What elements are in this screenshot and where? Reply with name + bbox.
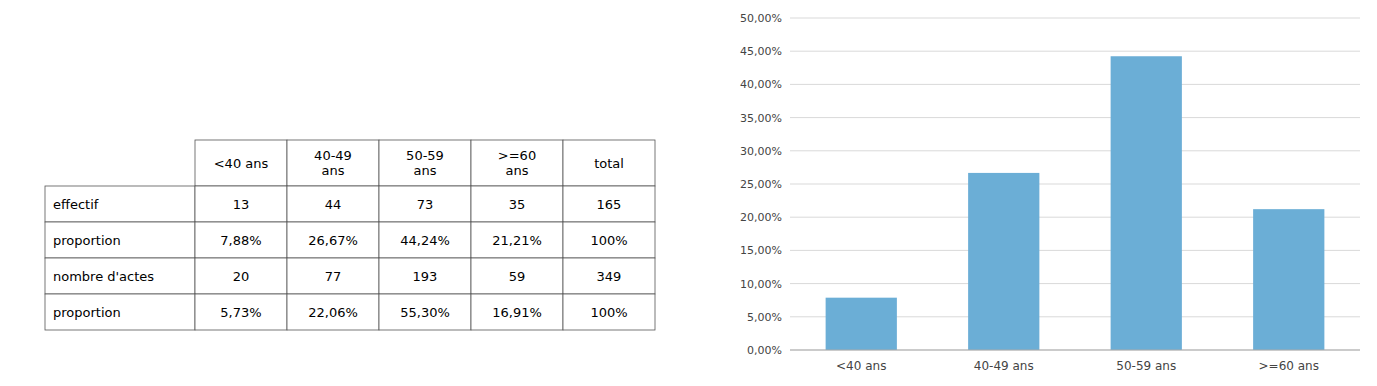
table-value: 73 xyxy=(417,197,434,212)
table-header-line: 40-49 xyxy=(314,148,352,163)
grid-line xyxy=(790,150,1360,151)
table-cell xyxy=(563,186,655,222)
table-row-label: proportion xyxy=(53,305,121,320)
table-row-label: proportion xyxy=(53,233,121,248)
table-cell xyxy=(195,186,287,222)
table-cell xyxy=(379,222,471,258)
y-tick-label: 50,00% xyxy=(740,12,782,25)
table-header-line: >=60 xyxy=(498,148,536,163)
table-value: 16,91% xyxy=(492,305,542,320)
grid-line xyxy=(790,117,1360,118)
table-row-label: effectif xyxy=(53,197,99,212)
x-axis-line xyxy=(790,350,1360,351)
bar-chart: 0,00% 5,00% 10,00% 15,00% 20,00% 25,00% 30,00%… xyxy=(740,12,1360,373)
grid-line xyxy=(790,84,1360,85)
table-header-cell xyxy=(471,140,563,186)
y-tick-label: 20,00% xyxy=(740,211,782,224)
table-value: 35 xyxy=(509,197,526,212)
table-value: 100% xyxy=(590,305,627,320)
table-header-line: ans xyxy=(414,163,437,178)
table-header: >=60ans xyxy=(498,148,536,178)
y-tick-label: 35,00% xyxy=(740,112,782,125)
table-cell xyxy=(471,294,563,330)
x-tick-label: >=60 ans xyxy=(1259,359,1319,373)
table-cell xyxy=(563,222,655,258)
x-tick-label: 50-59 ans xyxy=(1116,359,1176,373)
table-value: 77 xyxy=(325,269,342,284)
table: <40 ans40-49ans50-59ans>=60anstotaleffec… xyxy=(45,140,655,330)
bar xyxy=(826,298,897,350)
table-value: 20 xyxy=(233,269,250,284)
table-cell xyxy=(379,258,471,294)
table-header-line: ans xyxy=(506,163,529,178)
table-value: 26,67% xyxy=(308,233,358,248)
y-tick-label: 15,00% xyxy=(740,244,782,257)
table-value: 5,73% xyxy=(220,305,261,320)
bar xyxy=(1111,56,1182,350)
table-value: 13 xyxy=(233,197,250,212)
table-value: 193 xyxy=(413,269,438,284)
table-header-line: <40 ans xyxy=(214,156,269,171)
table-header: <40 ans xyxy=(214,156,269,171)
table-cell xyxy=(563,258,655,294)
table-row-label: nombre d'actes xyxy=(53,269,154,284)
x-tick-label: <40 ans xyxy=(836,359,886,373)
table-value: 59 xyxy=(509,269,526,284)
table-cell xyxy=(195,222,287,258)
grid-line xyxy=(790,184,1360,185)
table-header-cell xyxy=(563,140,655,186)
table-cell xyxy=(45,186,195,222)
table-header: 50-59ans xyxy=(406,148,444,178)
table-value: 22,06% xyxy=(308,305,358,320)
table-value: 349 xyxy=(597,269,622,284)
table-value: 100% xyxy=(590,233,627,248)
grid-line xyxy=(790,51,1360,52)
table-value: 55,30% xyxy=(400,305,450,320)
bar xyxy=(1253,209,1324,350)
figure: <40 ans40-49ans50-59ans>=60anstotaleffec… xyxy=(0,0,1377,386)
table-value: 165 xyxy=(597,197,622,212)
y-tick-label: 5,00% xyxy=(747,311,782,324)
table-cell xyxy=(45,294,195,330)
table-cell xyxy=(287,222,379,258)
table-cell xyxy=(379,294,471,330)
y-tick-label: 45,00% xyxy=(740,45,782,58)
table-cell xyxy=(287,186,379,222)
table-cell xyxy=(195,258,287,294)
x-tick-label: 40-49 ans xyxy=(974,359,1034,373)
table-header-line: total xyxy=(594,156,624,171)
table-cell xyxy=(287,294,379,330)
table-value: 44,24% xyxy=(400,233,450,248)
bar xyxy=(968,173,1039,350)
table-cell xyxy=(287,258,379,294)
grid-line xyxy=(790,350,1360,351)
table-header-line: ans xyxy=(322,163,345,178)
table-cell xyxy=(379,186,471,222)
y-tick-label: 0,00% xyxy=(747,344,782,357)
table-cell xyxy=(45,258,195,294)
bars xyxy=(826,56,1325,350)
table-cell xyxy=(471,258,563,294)
table-cell xyxy=(45,222,195,258)
table-value: 21,21% xyxy=(492,233,542,248)
table-cell xyxy=(195,294,287,330)
y-tick-label: 25,00% xyxy=(740,178,782,191)
y-tick-label: 10,00% xyxy=(740,278,782,291)
table-value: 44 xyxy=(325,197,342,212)
table-header: total xyxy=(594,156,624,171)
table-header-line: 50-59 xyxy=(406,148,444,163)
table-header-cell xyxy=(379,140,471,186)
table-cell xyxy=(471,222,563,258)
table-header-cell xyxy=(287,140,379,186)
y-tick-label: 40,00% xyxy=(740,78,782,91)
table-value: 7,88% xyxy=(220,233,261,248)
table-cell xyxy=(563,294,655,330)
grid-line xyxy=(790,18,1360,19)
table-cell xyxy=(471,186,563,222)
y-tick-label: 30,00% xyxy=(740,145,782,158)
table-header-cell xyxy=(195,140,287,186)
table-header: 40-49ans xyxy=(314,148,352,178)
